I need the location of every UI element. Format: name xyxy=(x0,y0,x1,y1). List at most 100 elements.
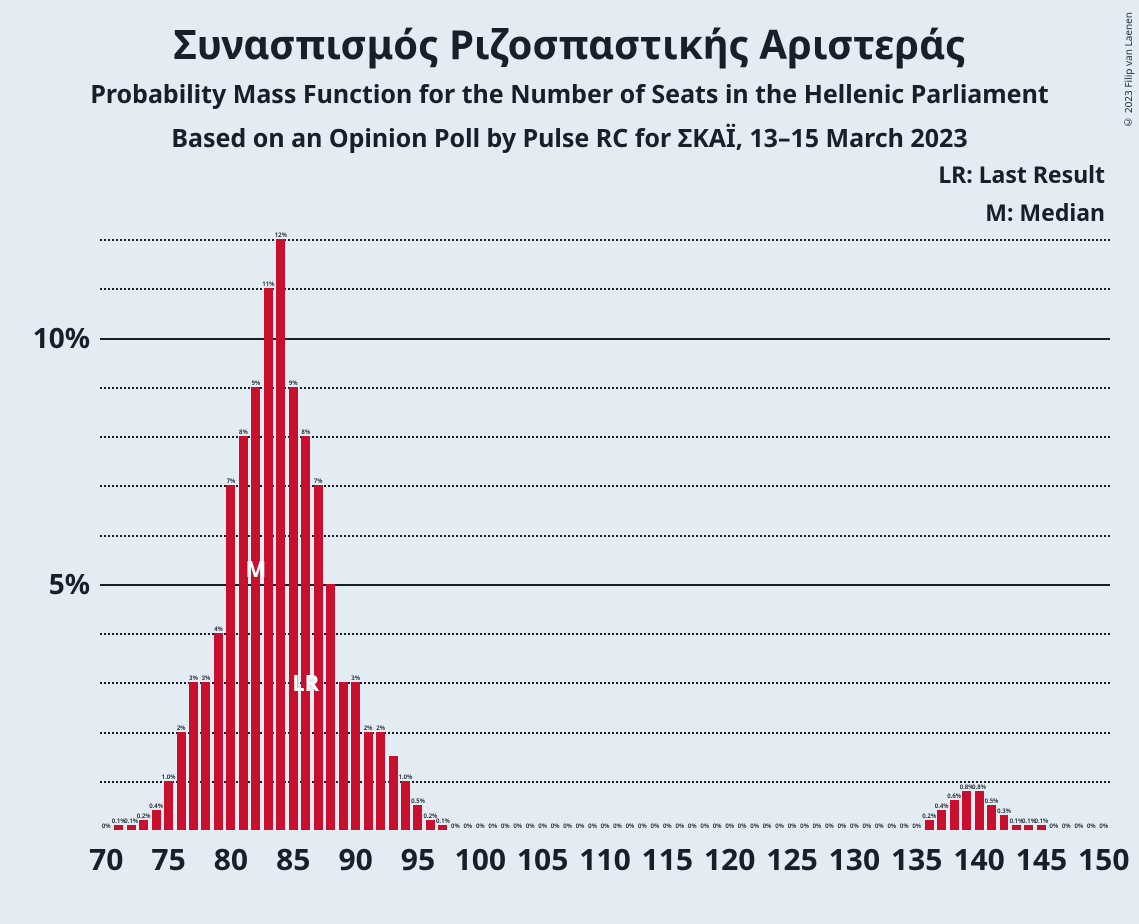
bar-value-label: 0% xyxy=(1062,822,1071,830)
bar: 2% xyxy=(376,732,385,830)
bar: 0.1% xyxy=(1037,825,1046,830)
bar-value-label: 0% xyxy=(451,822,460,830)
bar-value-label: 0.6% xyxy=(947,792,961,800)
bar: 9% xyxy=(251,387,260,830)
bar: 0.4% xyxy=(937,810,946,830)
x-axis-label: 130 xyxy=(829,838,880,879)
bar-value-label: 0% xyxy=(1099,822,1108,830)
bar-value-label: 1.0% xyxy=(162,773,176,781)
bar-value-label: 0% xyxy=(825,822,834,830)
bar-value-label: 7% xyxy=(227,477,236,485)
bar-value-label: 0% xyxy=(626,822,635,830)
bar-value-label: 0% xyxy=(688,822,697,830)
bar-value-label: 7% xyxy=(314,477,323,485)
bar-value-label: 0% xyxy=(663,822,672,830)
bar-value-label: 0% xyxy=(725,822,734,830)
bar-value-label: 0% xyxy=(488,822,497,830)
bar-value-label: 11% xyxy=(262,280,274,288)
copyright-text: © 2023 Filip van Laenen xyxy=(1121,12,1135,130)
bar: 3% xyxy=(201,682,210,830)
bar-value-label: 0% xyxy=(463,822,472,830)
bar-value-label: 0.3% xyxy=(997,807,1011,815)
bar: 2% xyxy=(177,732,186,830)
bar: 0.1% xyxy=(114,825,123,830)
bar xyxy=(389,756,398,830)
bar: 8% xyxy=(239,436,248,830)
bar-value-label: 0% xyxy=(501,822,510,830)
bar-value-label: 12% xyxy=(275,231,287,239)
bar: 0.6% xyxy=(950,800,959,830)
x-axis-label: 95 xyxy=(401,838,435,879)
bar-value-label: 0.1% xyxy=(1035,817,1049,825)
chart-title: Συνασπισμός Ριζοσπαστικής Αριστεράς xyxy=(0,16,1139,71)
bar-value-label: 2% xyxy=(376,724,385,732)
bar-value-label: 0% xyxy=(526,822,535,830)
bar-value-label: 2% xyxy=(364,724,373,732)
x-axis-label: 140 xyxy=(953,838,1004,879)
bars-container: 0%0.1%0.1%0.2%0.4%1.0%2%3%3%4%7%8%9%11%1… xyxy=(100,190,1110,830)
bar: 3% xyxy=(351,682,360,830)
chart-plot-area: 5%10% 0%0.1%0.1%0.2%0.4%1.0%2%3%3%4%7%8%… xyxy=(100,190,1110,830)
bar-value-label: 0% xyxy=(576,822,585,830)
bar-value-label: 0% xyxy=(813,822,822,830)
bar: 0.1% xyxy=(1024,825,1033,830)
y-axis-label: 5% xyxy=(49,565,90,603)
bar-value-label: 0.8% xyxy=(972,783,986,791)
title-block: Συνασπισμός Ριζοσπαστικής Αριστεράς Prob… xyxy=(0,0,1139,155)
bar-value-label: 1.0% xyxy=(399,773,413,781)
bar: 0.4% xyxy=(152,810,161,830)
bar-value-label: 3% xyxy=(189,674,198,682)
bar-value-label: 0% xyxy=(601,822,610,830)
bar-value-label: 0% xyxy=(838,822,847,830)
bar: 0.2% xyxy=(925,820,934,830)
bar: 0.3% xyxy=(1000,815,1009,830)
bar-value-label: 0.1% xyxy=(436,817,450,825)
x-axis-label: 80 xyxy=(214,838,248,879)
bar: 8% xyxy=(301,436,310,830)
bar-value-label: 0% xyxy=(513,822,522,830)
bar-value-label: 0% xyxy=(1087,822,1096,830)
bar: 0.1% xyxy=(438,825,447,830)
bar: 0.1% xyxy=(127,825,136,830)
bar-value-label: 0% xyxy=(102,822,111,830)
bar-value-label: 0% xyxy=(1050,822,1059,830)
bar-value-label: 2% xyxy=(177,724,186,732)
bar-value-label: 0% xyxy=(912,822,921,830)
bar: 9% xyxy=(289,387,298,830)
bar: 7% xyxy=(314,485,323,830)
y-axis-labels: 5% 10% xyxy=(18,190,90,830)
bar-value-label: 0% xyxy=(588,822,597,830)
bar-value-label: 0.4% xyxy=(149,802,163,810)
bar: 12% xyxy=(276,239,285,830)
bar: 3% xyxy=(189,682,198,830)
chart-subtitle-2: Based on an Opinion Poll by Pulse RC for… xyxy=(0,121,1139,155)
bar: 7% xyxy=(226,485,235,830)
bar: 2% xyxy=(364,732,373,830)
x-axis-label: 120 xyxy=(704,838,755,879)
bar-value-label: 3% xyxy=(202,674,211,682)
bar-value-label: 0% xyxy=(887,822,896,830)
bar-value-label: 0.5% xyxy=(985,797,999,805)
x-axis-label: 75 xyxy=(151,838,185,879)
bar-value-label: 9% xyxy=(289,379,298,387)
bar-value-label: 0% xyxy=(476,822,485,830)
chart-subtitle-1: Probability Mass Function for the Number… xyxy=(0,77,1139,111)
y-axis-label: 10% xyxy=(33,319,90,357)
bar-value-label: 4% xyxy=(214,625,223,633)
bar: 0.2% xyxy=(139,820,148,830)
x-axis-label: 145 xyxy=(1016,838,1067,879)
bar-value-label: 8% xyxy=(239,428,248,436)
x-axis-label: 110 xyxy=(579,838,630,879)
bar: 0.5% xyxy=(413,805,422,830)
bar-value-label: 8% xyxy=(301,428,310,436)
x-axis-label: 90 xyxy=(338,838,372,879)
bar-value-label: 0% xyxy=(1074,822,1083,830)
bar-value-label: 0% xyxy=(651,822,660,830)
bar-value-label: 3% xyxy=(351,674,360,682)
bar-value-label: 0% xyxy=(750,822,759,830)
bar-value-label: 0% xyxy=(875,822,884,830)
x-axis-label: 135 xyxy=(891,838,942,879)
bar xyxy=(339,682,348,830)
x-axis-labels: 7075808590951001051101151201251301351401… xyxy=(100,838,1110,898)
bar: 1.0% xyxy=(164,781,173,830)
